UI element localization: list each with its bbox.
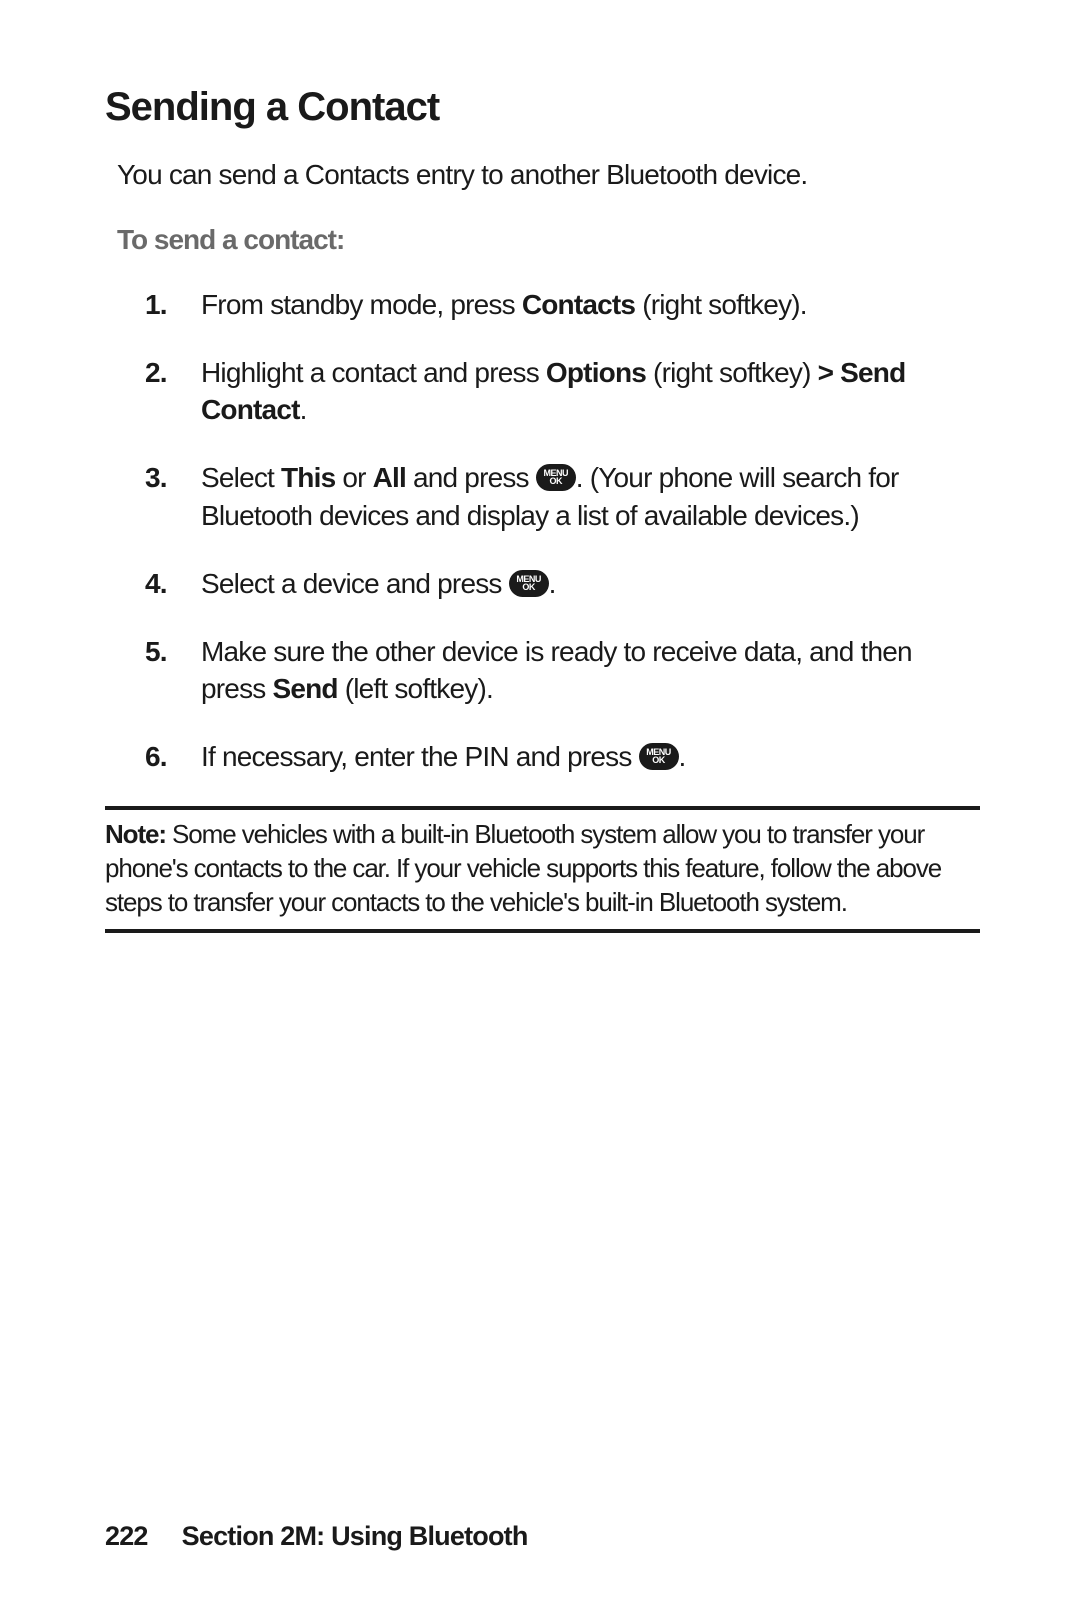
step-5: Make sure the other device is ready to r… bbox=[145, 633, 980, 709]
step-text: . bbox=[549, 568, 556, 599]
step-6: If necessary, enter the PIN and press ME… bbox=[145, 738, 980, 776]
menu-ok-icon: MENUOK bbox=[536, 464, 576, 491]
page-heading: Sending a Contact bbox=[105, 85, 980, 130]
step-text: From standby mode, press bbox=[201, 289, 522, 320]
step-bold: Contacts bbox=[522, 289, 635, 320]
note-box: Note: Some vehicles with a built-in Blue… bbox=[105, 806, 980, 933]
step-bold: Send bbox=[272, 673, 337, 704]
step-text: (right softkey). bbox=[635, 289, 807, 320]
intro-text: You can send a Contacts entry to another… bbox=[105, 156, 980, 194]
step-1: From standby mode, press Contacts (right… bbox=[145, 286, 980, 324]
step-4: Select a device and press MENUOK. bbox=[145, 565, 980, 603]
step-text: (left softkey). bbox=[338, 673, 493, 704]
note-label: Note: bbox=[105, 819, 166, 849]
steps-list: From standby mode, press Contacts (right… bbox=[105, 286, 980, 776]
step-text: or bbox=[335, 462, 372, 493]
step-bold: This bbox=[281, 462, 335, 493]
note-text: Some vehicles with a built-in Bluetooth … bbox=[105, 819, 941, 917]
step-text: Select a device and press bbox=[201, 568, 509, 599]
step-bold: All bbox=[373, 462, 406, 493]
step-text: and press bbox=[406, 462, 536, 493]
step-2: Highlight a contact and press Options (r… bbox=[145, 354, 980, 430]
step-text: . bbox=[300, 394, 307, 425]
step-text: Select bbox=[201, 462, 281, 493]
page-number: 222 bbox=[105, 1521, 148, 1551]
step-text: . bbox=[679, 741, 686, 772]
step-text: Highlight a contact and press bbox=[201, 357, 546, 388]
step-text: If necessary, enter the PIN and press bbox=[201, 741, 639, 772]
page-footer: 222 Section 2M: Using Bluetooth bbox=[105, 1521, 528, 1552]
menu-ok-icon: MENUOK bbox=[639, 743, 679, 770]
subheading: To send a contact: bbox=[105, 224, 980, 256]
step-bold: Options bbox=[546, 357, 646, 388]
step-text: (right softkey) bbox=[646, 357, 818, 388]
menu-ok-icon: MENUOK bbox=[509, 570, 549, 597]
step-3: Select This or All and press MENUOK. (Yo… bbox=[145, 459, 980, 535]
section-title: Section 2M: Using Bluetooth bbox=[182, 1521, 528, 1551]
